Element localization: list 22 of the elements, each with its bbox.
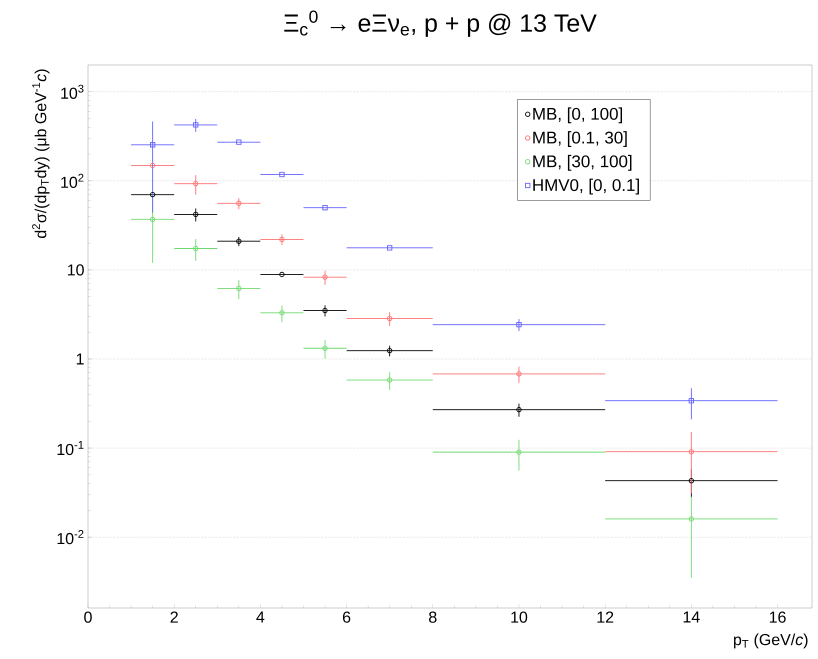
y-tick-label: 10$^{-1}$ [58, 441, 84, 456]
y-tick-label: 10 [68, 264, 84, 276]
x-tick-label: 6 [342, 612, 350, 623]
legend-label: HMV0, [0, 0.1] [533, 178, 639, 194]
x-tick-label: 0 [84, 612, 92, 623]
y-tick-label: 10$^{-2}$ [58, 530, 84, 544]
legend-label: MB, [30, 100] [533, 154, 632, 171]
x-tick-label: 4 [256, 612, 264, 622]
y-tick-label: 10$^{3}$ [61, 84, 84, 99]
x-tick-label: 14 [684, 612, 700, 622]
legend-label: MB, [0, 100] [533, 107, 622, 124]
x-tick-label: 12 [598, 612, 614, 623]
x-axis-title: p$_{T}$ (GeV/c) [734, 634, 808, 648]
x-tick-label: 16 [770, 612, 786, 623]
y-tick-label: 10$^{2}$ [61, 174, 84, 188]
y-tick-label: 1 [76, 354, 84, 364]
legend-label: MB, [0.1, 30] [533, 131, 627, 147]
x-tick-label: 2 [170, 612, 178, 623]
x-tick-label: 8 [429, 612, 437, 623]
chart-title: Ξ$_{c}$$^{0}$ → eΞν$_{e}$, p + p @ 13 TeV [284, 10, 597, 37]
y-axis-title: d$^{2}$σ/(dp$_{T}$dy) (μb GeV$^{-1}$c) [32, 70, 50, 238]
x-tick-label: 10 [511, 612, 528, 623]
